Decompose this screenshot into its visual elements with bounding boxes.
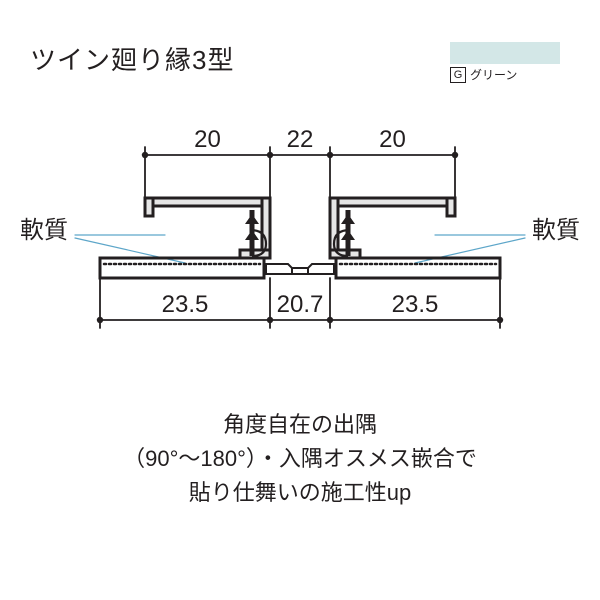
cross-section-diagram: 20 22 20 23.5 20.7 23.5 [0, 130, 600, 370]
product-title: ツイン廻り縁3型 [30, 40, 234, 77]
color-swatch-block: G グリーン [450, 42, 560, 83]
diagram-svg: 20 22 20 23.5 20.7 23.5 [0, 130, 600, 370]
caption-block: 角度自在の出隅 （90°〜180°）・入隅オスメス嵌合で 貼り仕舞いの施工性up [0, 408, 600, 510]
caption-line-3: 貼り仕舞いの施工性up [0, 476, 600, 510]
svg-text:20: 20 [194, 130, 221, 153]
svg-text:23.5: 23.5 [392, 291, 439, 318]
svg-text:20: 20 [379, 130, 406, 153]
caption-line-2: （90°〜180°）・入隅オスメス嵌合で [0, 442, 600, 476]
svg-text:23.5: 23.5 [162, 291, 209, 318]
color-label-row: G グリーン [450, 66, 560, 83]
color-swatch [450, 42, 560, 64]
svg-text:22: 22 [287, 130, 314, 153]
color-name: グリーン [470, 66, 517, 83]
caption-line-1: 角度自在の出隅 [0, 408, 600, 442]
svg-text:20.7: 20.7 [277, 291, 324, 318]
color-code-letter: G [450, 67, 466, 83]
